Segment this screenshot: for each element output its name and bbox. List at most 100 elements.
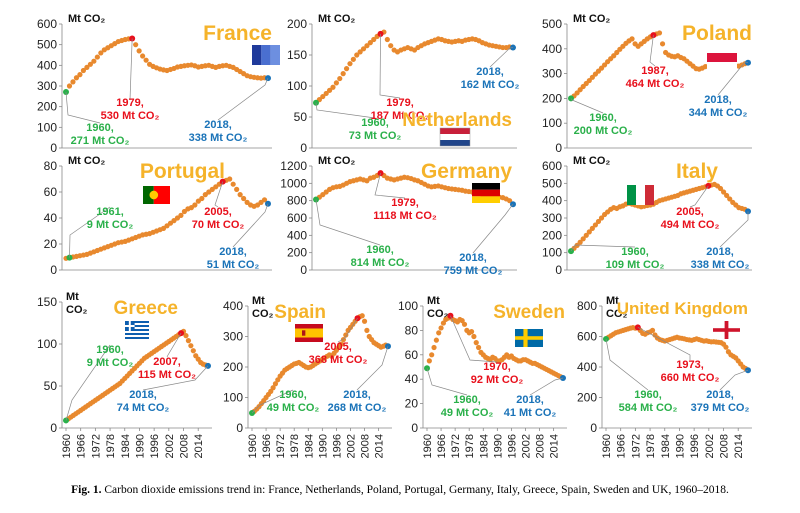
greece-peak-label-value: 115 Mt CO₂	[138, 369, 196, 381]
spain-y-label-line1: Mt	[252, 295, 265, 307]
chart-spain: 0 100 200 300 400 1960 1966 1972 1978 1984 1990 199…	[223, 295, 392, 458]
italy-peak-label-year: 2005,	[676, 206, 704, 218]
spain-y-tick-label: 300	[223, 330, 243, 344]
sweden-y-tick-label: 100	[398, 299, 418, 313]
greece-x-tick-label: 1966	[76, 434, 88, 458]
portugal-data-points	[63, 176, 271, 261]
sweden-data-point	[473, 340, 479, 346]
greece-y-tick-label: 50	[44, 379, 58, 393]
netherlands-title: Netherlands	[402, 110, 512, 131]
united-kingdom-data-point	[649, 327, 656, 333]
spain-end-label-value: 268 Mt CO₂	[328, 402, 387, 414]
netherlands-start-label-value: 73 Mt CO₂	[349, 130, 402, 142]
netherlands-data-point	[326, 87, 333, 93]
sweden-x-tick-label: 1990	[492, 434, 504, 458]
uk-flag-icon	[713, 321, 740, 339]
netherlands-data-point	[388, 43, 394, 49]
france-data-point	[94, 54, 100, 60]
netherlands-end-label-value: 162 Mt CO₂	[461, 79, 520, 91]
france-data-points	[63, 35, 271, 95]
netherlands-y-tick-label: 100	[287, 79, 307, 93]
spain-start-label-value: 49 Mt CO₂	[267, 402, 320, 414]
italy-data-points	[568, 181, 751, 254]
poland-end-label-year: 2018,	[704, 94, 732, 106]
greece-peak-label-year: 2007,	[153, 356, 181, 368]
france-y-tick-label: 300	[37, 79, 57, 93]
italy-data-point	[586, 229, 592, 235]
germany-data-point	[507, 198, 513, 204]
netherlands-peak-label-year: 1979,	[386, 97, 414, 109]
sweden-y-tick-label: 0	[411, 421, 418, 435]
greece-data-point	[188, 343, 194, 349]
portugal-start-label-leader-line	[69, 206, 111, 258]
spain-data-point	[359, 313, 365, 319]
portugal-y-tick-label: 0	[50, 263, 57, 277]
spain-y-label-line2: CO₂	[252, 308, 274, 320]
united-kingdom-start-label-value: 584 Mt CO₂	[619, 402, 678, 414]
greece-x-tick-label: 1972	[90, 434, 102, 458]
spain-peak-label-leader-line	[337, 318, 358, 343]
france-data-point	[80, 67, 87, 74]
germany-title: Germany	[421, 160, 512, 183]
united-kingdom-end-label-value: 379 Mt CO₂	[691, 402, 750, 414]
sweden-data-point	[426, 358, 432, 364]
netherlands-flag-icon	[439, 127, 471, 147]
germany-y-tick-label: 200	[287, 246, 307, 260]
italy-data-point	[720, 189, 727, 195]
netherlands-data-point	[360, 46, 367, 52]
united-kingdom-y-tick-label: 200	[577, 391, 597, 405]
greece-peak-label-leader-line	[166, 332, 182, 358]
netherlands-y-tick-label: 0	[300, 141, 307, 155]
caption-label: Fig. 1.	[71, 484, 102, 496]
greece-flag-icon	[125, 321, 149, 339]
germany-peak-label-leader-line	[374, 173, 406, 199]
united-kingdom-x-tick-label: 1984	[660, 434, 672, 458]
poland-data-point	[629, 36, 635, 42]
france-data-point	[66, 83, 73, 89]
united-kingdom-peak-label-value: 660 Mt CO₂	[661, 372, 720, 384]
france-data-point	[73, 75, 80, 81]
netherlands-data-point	[364, 43, 370, 49]
germany-peak-label-year: 1979,	[391, 197, 419, 209]
sweden-data-point	[475, 344, 482, 351]
spain-y-tick-label: 200	[223, 360, 243, 374]
sweden-y-tick-label: 20	[405, 397, 419, 411]
germany-y-label: Mt CO₂	[318, 155, 355, 167]
poland-end-label-leader-line	[717, 61, 749, 96]
italy-data-point	[589, 225, 595, 231]
sweden-data-points	[424, 313, 566, 381]
poland-start-label-year: 1960,	[589, 112, 617, 124]
netherlands-y-tick-label: 200	[287, 17, 307, 31]
spain-data-point	[364, 327, 370, 333]
poland-y-tick-label: 300	[542, 67, 562, 81]
poland-y-tick-label: 500	[542, 17, 562, 31]
portugal-flag-icon	[143, 186, 170, 204]
sweden-x-tick-label: 1972	[450, 434, 462, 458]
sweden-x-tick-label: 1984	[478, 434, 490, 458]
portugal-peak-label-value: 70 Mt CO₂	[192, 219, 245, 231]
poland-y-tick-label: 0	[555, 141, 562, 155]
portugal-data-point	[199, 195, 205, 202]
netherlands-data-point	[320, 93, 326, 100]
netherlands-start-label-year: 1960,	[361, 117, 389, 129]
sweden-title: Sweden	[493, 302, 565, 323]
germany-y-tick-label: 400	[287, 228, 307, 242]
france-peak-label-value: 530 Mt CO₂	[101, 110, 160, 122]
italy-y-tick-label: 400	[542, 194, 562, 208]
greece-y-tick-label: 100	[37, 337, 57, 351]
italy-data-point	[580, 236, 586, 242]
spain-x-tick-label: 1978	[289, 434, 301, 458]
italy-data-point	[724, 192, 730, 199]
italy-data-point	[592, 222, 599, 228]
germany-y-tick-label: 1000	[280, 176, 307, 190]
greece-x-tick-label: 1960	[61, 434, 73, 458]
france-start-label-year: 1960,	[86, 122, 114, 134]
germany-y-tick-label: 0	[300, 263, 307, 277]
netherlands-data-point	[350, 56, 356, 62]
poland-start-label-leader-line	[570, 98, 604, 114]
italy-data-point	[577, 239, 583, 245]
portugal-data-point	[230, 181, 236, 187]
france-data-point	[133, 42, 139, 48]
